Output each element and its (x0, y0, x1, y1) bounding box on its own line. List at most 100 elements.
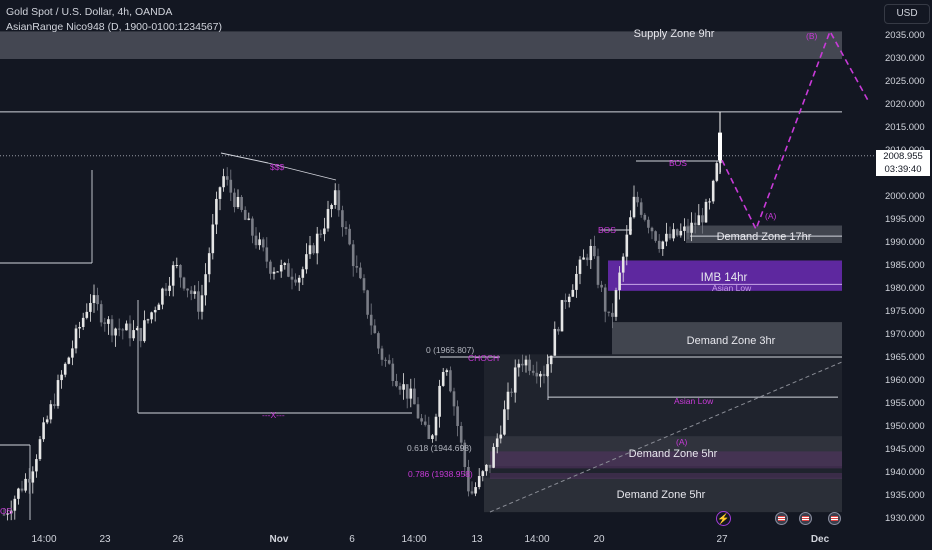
y-tick-label: 2025.000 (885, 76, 925, 87)
fib-618-label: 0.618 (1944.698) (407, 443, 472, 453)
structure-line (220, 152, 269, 164)
candle-body (204, 274, 207, 296)
candle-body (74, 328, 78, 349)
candle-body (672, 229, 675, 239)
candle-body (683, 226, 686, 231)
candle-body (585, 257, 589, 261)
flag-icon[interactable] (828, 512, 841, 525)
flag-icon[interactable] (775, 512, 788, 525)
candle-body (117, 328, 121, 330)
demand-zone-5hr-label-2: Demand Zone 5hr (616, 489, 706, 501)
candle-body (297, 277, 301, 283)
y-tick-label: 2030.000 (885, 53, 925, 64)
candle-body (380, 348, 384, 360)
candle-body (143, 320, 146, 342)
candle-body (193, 291, 197, 294)
candle-body (229, 179, 233, 193)
candle-body (614, 290, 618, 317)
last-price-value: 2008.955 (883, 151, 923, 162)
asian-low-label-2: Asian Low (712, 283, 752, 293)
candle-body (49, 404, 53, 420)
flag-icon[interactable] (799, 512, 812, 525)
candle-body (42, 422, 45, 440)
candle-body (632, 196, 636, 218)
candle-body (132, 330, 135, 339)
candle-body (308, 245, 312, 255)
candle-body (657, 240, 661, 249)
candle-body (269, 261, 272, 274)
candle-body (535, 372, 539, 377)
candle-body (690, 222, 693, 233)
wave-b-label: (B) (806, 31, 818, 41)
candle-body (665, 233, 668, 242)
candle-body (81, 317, 85, 327)
y-tick-label: 1980.000 (885, 283, 925, 294)
candle-body (225, 176, 229, 180)
candle-body (459, 426, 463, 443)
candle-body (405, 384, 409, 399)
candle-body (301, 269, 305, 278)
x-tick-label: 23 (99, 534, 111, 545)
candle-body (341, 210, 344, 228)
candle-body (222, 176, 225, 188)
symbol-title: Gold Spot / U.S. Dollar, 4h, OANDA (6, 6, 173, 18)
candle-body (31, 471, 35, 483)
candle-body (452, 391, 456, 407)
candle-body (333, 190, 337, 205)
candle-body (67, 357, 71, 364)
x-tick-label: 13 (471, 534, 483, 545)
candle-body (416, 404, 420, 419)
indicator-title[interactable]: AsianRange Nico948 (D, 1900-0100:1234567… (6, 21, 222, 33)
candle-body (168, 285, 171, 291)
candle-body (441, 371, 445, 386)
candle-body (510, 391, 513, 393)
candle-body (420, 418, 423, 422)
candle-body (323, 228, 326, 235)
candle-body (265, 247, 269, 262)
candle-body (564, 300, 567, 303)
candle-body (272, 271, 276, 274)
projected-path (721, 29, 869, 232)
candle-body (636, 196, 639, 203)
candle-body (488, 464, 492, 468)
x-tick-label: Nov (269, 534, 289, 545)
lightning-icon[interactable]: ⚡ (716, 511, 731, 526)
candle-body (330, 204, 333, 210)
currency-button[interactable]: USD (884, 4, 930, 24)
candle-body (71, 348, 74, 358)
wave-a-label-2: (A) (676, 437, 688, 447)
candle-body (139, 328, 143, 342)
x-tick-label: 20 (593, 534, 605, 545)
candle-body (146, 319, 150, 321)
candle-body (718, 132, 722, 161)
candle-body (603, 287, 607, 312)
candle-body (402, 384, 405, 390)
candle-body (254, 235, 258, 246)
asian-low-label: Asian Low (674, 396, 714, 406)
x-tick-label: 27 (716, 534, 728, 545)
candle-body (438, 385, 441, 417)
candle-body (53, 404, 56, 406)
candle-body (186, 288, 189, 291)
candle-body (200, 295, 204, 312)
y-tick-label: 2020.000 (885, 99, 925, 110)
candle-body (513, 367, 517, 393)
candle-body (13, 498, 17, 511)
candle-body (675, 229, 679, 236)
candle-body (179, 264, 182, 278)
candle-body (445, 370, 449, 372)
candle-body (650, 227, 654, 232)
x-tick-label: 14:00 (524, 534, 550, 545)
candle-body (485, 464, 488, 472)
zone-rect (0, 31, 842, 59)
candle-body (495, 438, 499, 447)
structure-line (267, 162, 337, 181)
candle-body (150, 312, 153, 320)
candle-body (89, 302, 92, 312)
candle-body (197, 291, 200, 312)
candle-body (319, 233, 323, 235)
candle-body (654, 231, 657, 241)
demand-zone-5hr-label: Demand Zone 5hr (628, 448, 718, 460)
